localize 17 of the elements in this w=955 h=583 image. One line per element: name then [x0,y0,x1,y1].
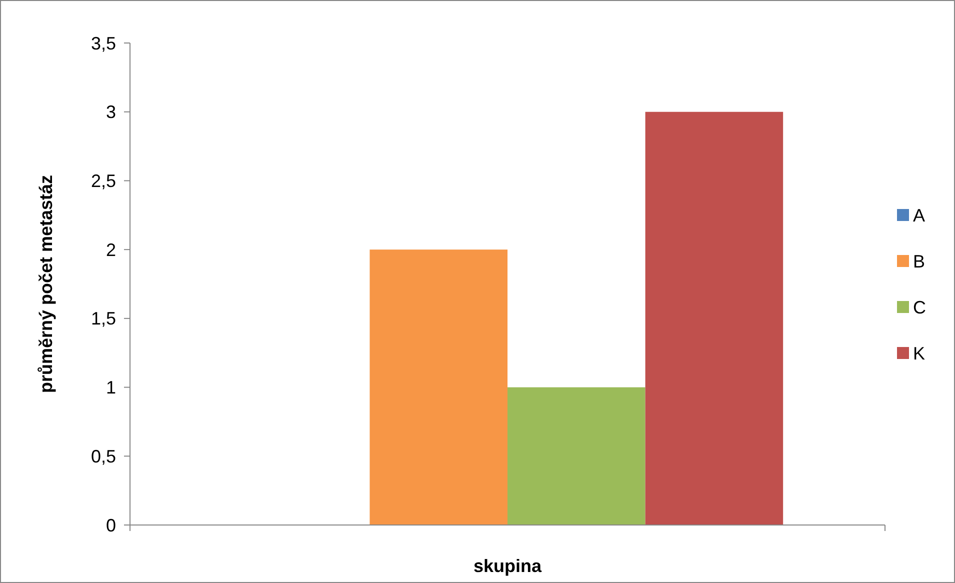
legend-label: K [913,343,926,364]
legend-label: B [913,251,926,272]
y-tick-label: 3 [106,102,116,122]
y-tick-label: 1,5 [90,308,116,329]
y-tick-label: 0 [106,515,116,536]
y-tick-label: 0,5 [90,446,116,466]
y-tick-label: 2,5 [90,171,116,192]
y-tick-label: 1 [106,378,116,398]
y-tick-label: 2 [106,240,116,260]
y-tick-label: 3,5 [90,33,116,54]
bar [508,387,646,525]
bar [370,250,508,525]
legend-label: C [913,297,926,318]
x-axis-title: skupina [473,556,542,576]
legend-label: A [913,205,926,226]
bar [645,112,784,525]
y-axis-title: průměrný počet metastáz [36,174,56,394]
